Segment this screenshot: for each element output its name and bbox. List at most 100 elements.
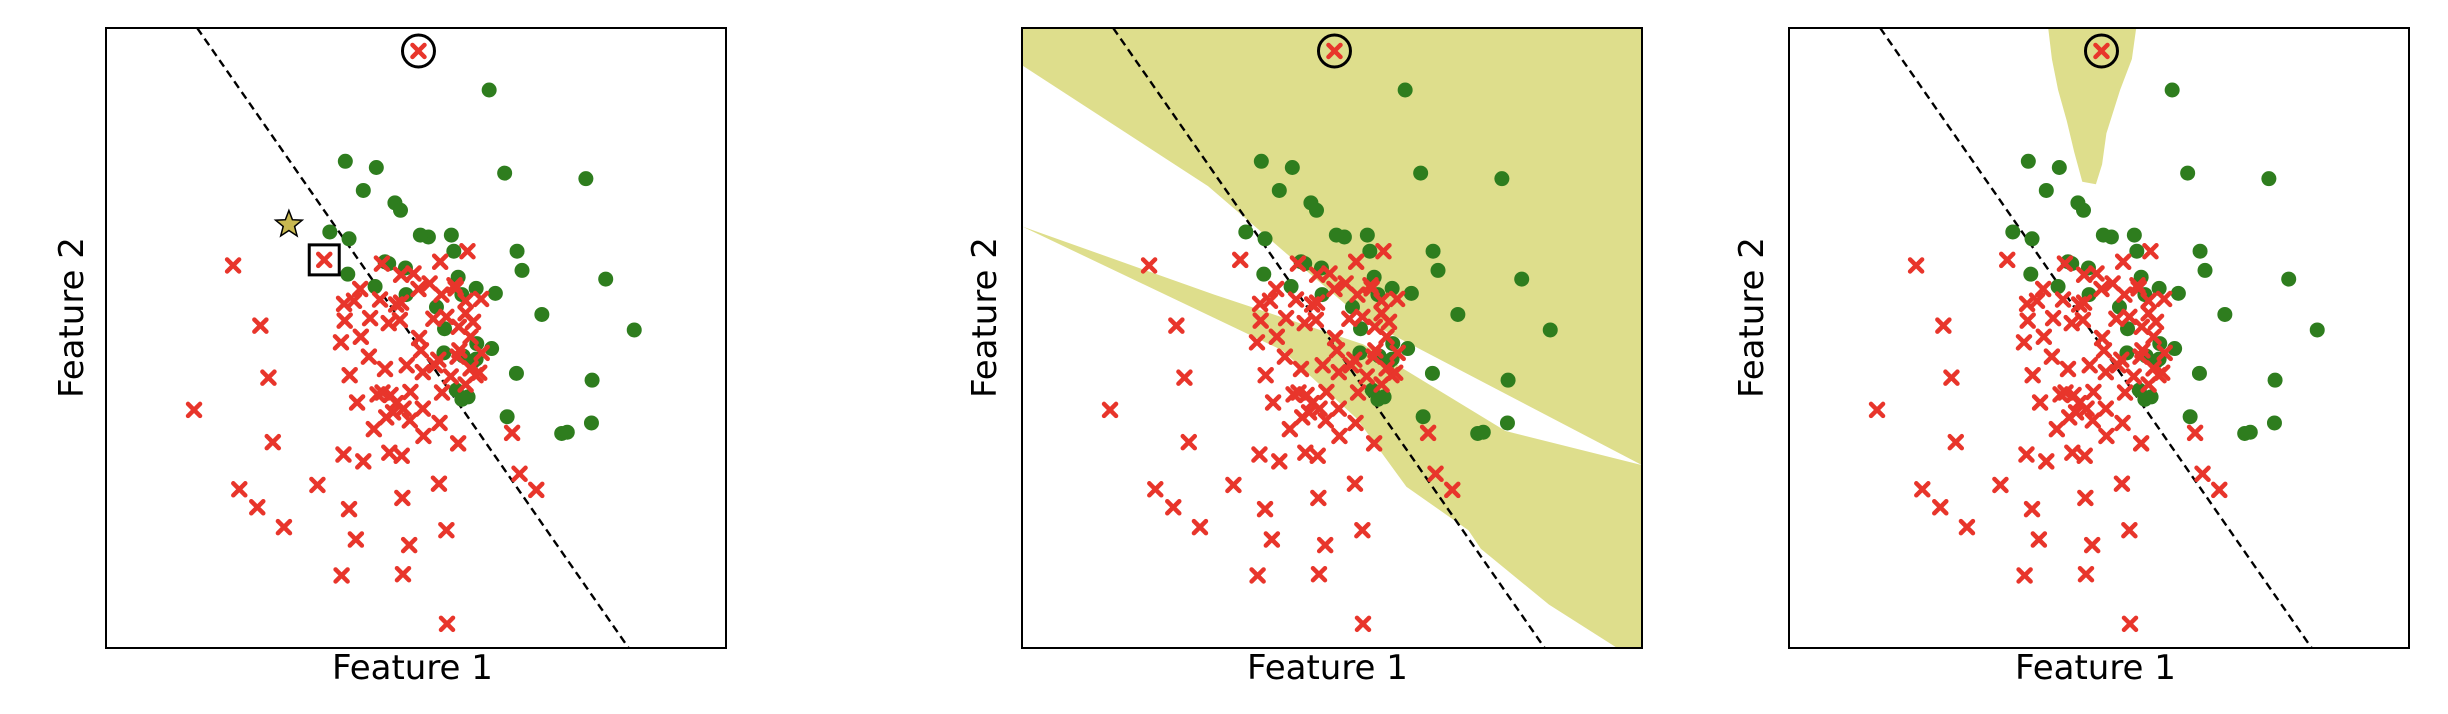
point-class-b (1500, 372, 1516, 388)
point-class-a (1248, 334, 1266, 351)
point-class-a (1354, 521, 1371, 539)
point-class-a (335, 295, 353, 313)
point-class-b (367, 279, 383, 295)
point-class-a (1373, 292, 1390, 310)
point-class-b (341, 231, 357, 247)
decision-boundary (1879, 28, 2313, 648)
point-class-a (1337, 275, 1354, 292)
point-class-a (2113, 351, 2130, 368)
point-class-a (371, 291, 389, 308)
point-class-a (1263, 531, 1281, 548)
point-class-a (333, 567, 350, 584)
point-class-a (2114, 414, 2131, 432)
point-class-a (398, 357, 415, 374)
point-class-a (1308, 266, 1326, 284)
point-class-a (2093, 280, 2110, 298)
point-class-a (1341, 310, 1358, 328)
point-class-a (2211, 481, 2228, 499)
point-class-a (1147, 481, 1164, 498)
point-class-a (394, 489, 411, 507)
point-class-a (1271, 453, 1288, 470)
point-class-b (1475, 424, 1491, 440)
point-class-a (2059, 360, 2077, 378)
point-class-b (2151, 280, 2167, 296)
point-class-a (431, 414, 448, 432)
point-class-a (438, 308, 455, 326)
point-class-a (2186, 424, 2204, 442)
point-class-b (2266, 415, 2282, 431)
point-class-a (387, 296, 405, 313)
point-class-b (368, 160, 384, 175)
point-class-b (487, 285, 503, 301)
region-outlier (2048, 28, 2137, 185)
point-class-a (1331, 427, 1348, 445)
point-class-a (1346, 351, 1363, 368)
point-class-a (1251, 295, 1269, 313)
point-class-b (2180, 165, 2196, 181)
point-class-a (2034, 280, 2052, 298)
point-class-b (2281, 271, 2297, 287)
point-class-a (473, 344, 490, 362)
point-class-b (2076, 202, 2091, 218)
point-class-a (1388, 290, 1406, 308)
point-class-a (1276, 348, 1294, 365)
point-class-a (1389, 344, 1406, 362)
point-class-a (2015, 334, 2033, 351)
point-class-a (1289, 255, 1307, 272)
outlier-circle (400, 33, 436, 69)
point-class-a (2056, 255, 2074, 272)
point-class-b (2005, 224, 2021, 240)
plot-content (1868, 28, 2325, 648)
point-class-a (332, 334, 350, 351)
point-class-a (1907, 257, 1925, 274)
point-class-a (1191, 518, 1209, 536)
point-class-b (1424, 365, 1440, 381)
point-class-b (497, 165, 513, 181)
point-class-b (1284, 160, 1300, 175)
point-class-a (1281, 420, 1299, 438)
axes-frame (1788, 27, 2410, 649)
point-class-a (2076, 447, 2093, 465)
point-class-a (2084, 412, 2102, 429)
point-class-b (1425, 243, 1441, 259)
point-class-b (584, 372, 600, 388)
point-class-a (1314, 357, 1331, 374)
point-class-a (2114, 253, 2132, 270)
scatter-panel-1: Feature 1 Feature 2 (0, 0, 816, 714)
point-class-b (626, 322, 642, 338)
point-class-b (2217, 306, 2233, 322)
point-class-a (392, 266, 410, 284)
point-class-a (2081, 357, 2098, 374)
point-class-a (2134, 342, 2151, 359)
point-class-a (2098, 427, 2115, 445)
point-class-a (2085, 383, 2102, 401)
point-class-a (1935, 317, 1952, 334)
point-class-b (1271, 182, 1287, 198)
point-class-a (365, 420, 383, 438)
point-class-a (336, 312, 353, 329)
point-class-a (2067, 404, 2085, 421)
x-axis-label-3: Feature 1 (2015, 648, 2176, 688)
point-class-a (1354, 308, 1371, 326)
point-class-a (1292, 360, 1310, 378)
point-class-a (438, 615, 456, 633)
point-class-a (1290, 384, 1307, 401)
point-class-a (1252, 312, 1269, 329)
new-sample-star (273, 208, 305, 238)
point-class-a (1176, 369, 1193, 386)
point-class-a (2140, 292, 2157, 310)
axes-frame (1021, 27, 1643, 649)
point-class-a (1354, 615, 1372, 633)
point-class-a (2075, 266, 2093, 284)
point-class-a (2145, 328, 2162, 346)
point-class-a (400, 536, 418, 554)
point-class-a (347, 531, 365, 548)
point-class-a (1365, 435, 1383, 452)
point-class-a (2113, 475, 2131, 492)
point-class-b (2050, 279, 2066, 295)
point-class-a (2031, 394, 2049, 411)
point-class-a (442, 368, 459, 385)
point-class-a (459, 242, 476, 260)
point-class-b (1376, 389, 1392, 405)
point-class-a (340, 500, 358, 518)
